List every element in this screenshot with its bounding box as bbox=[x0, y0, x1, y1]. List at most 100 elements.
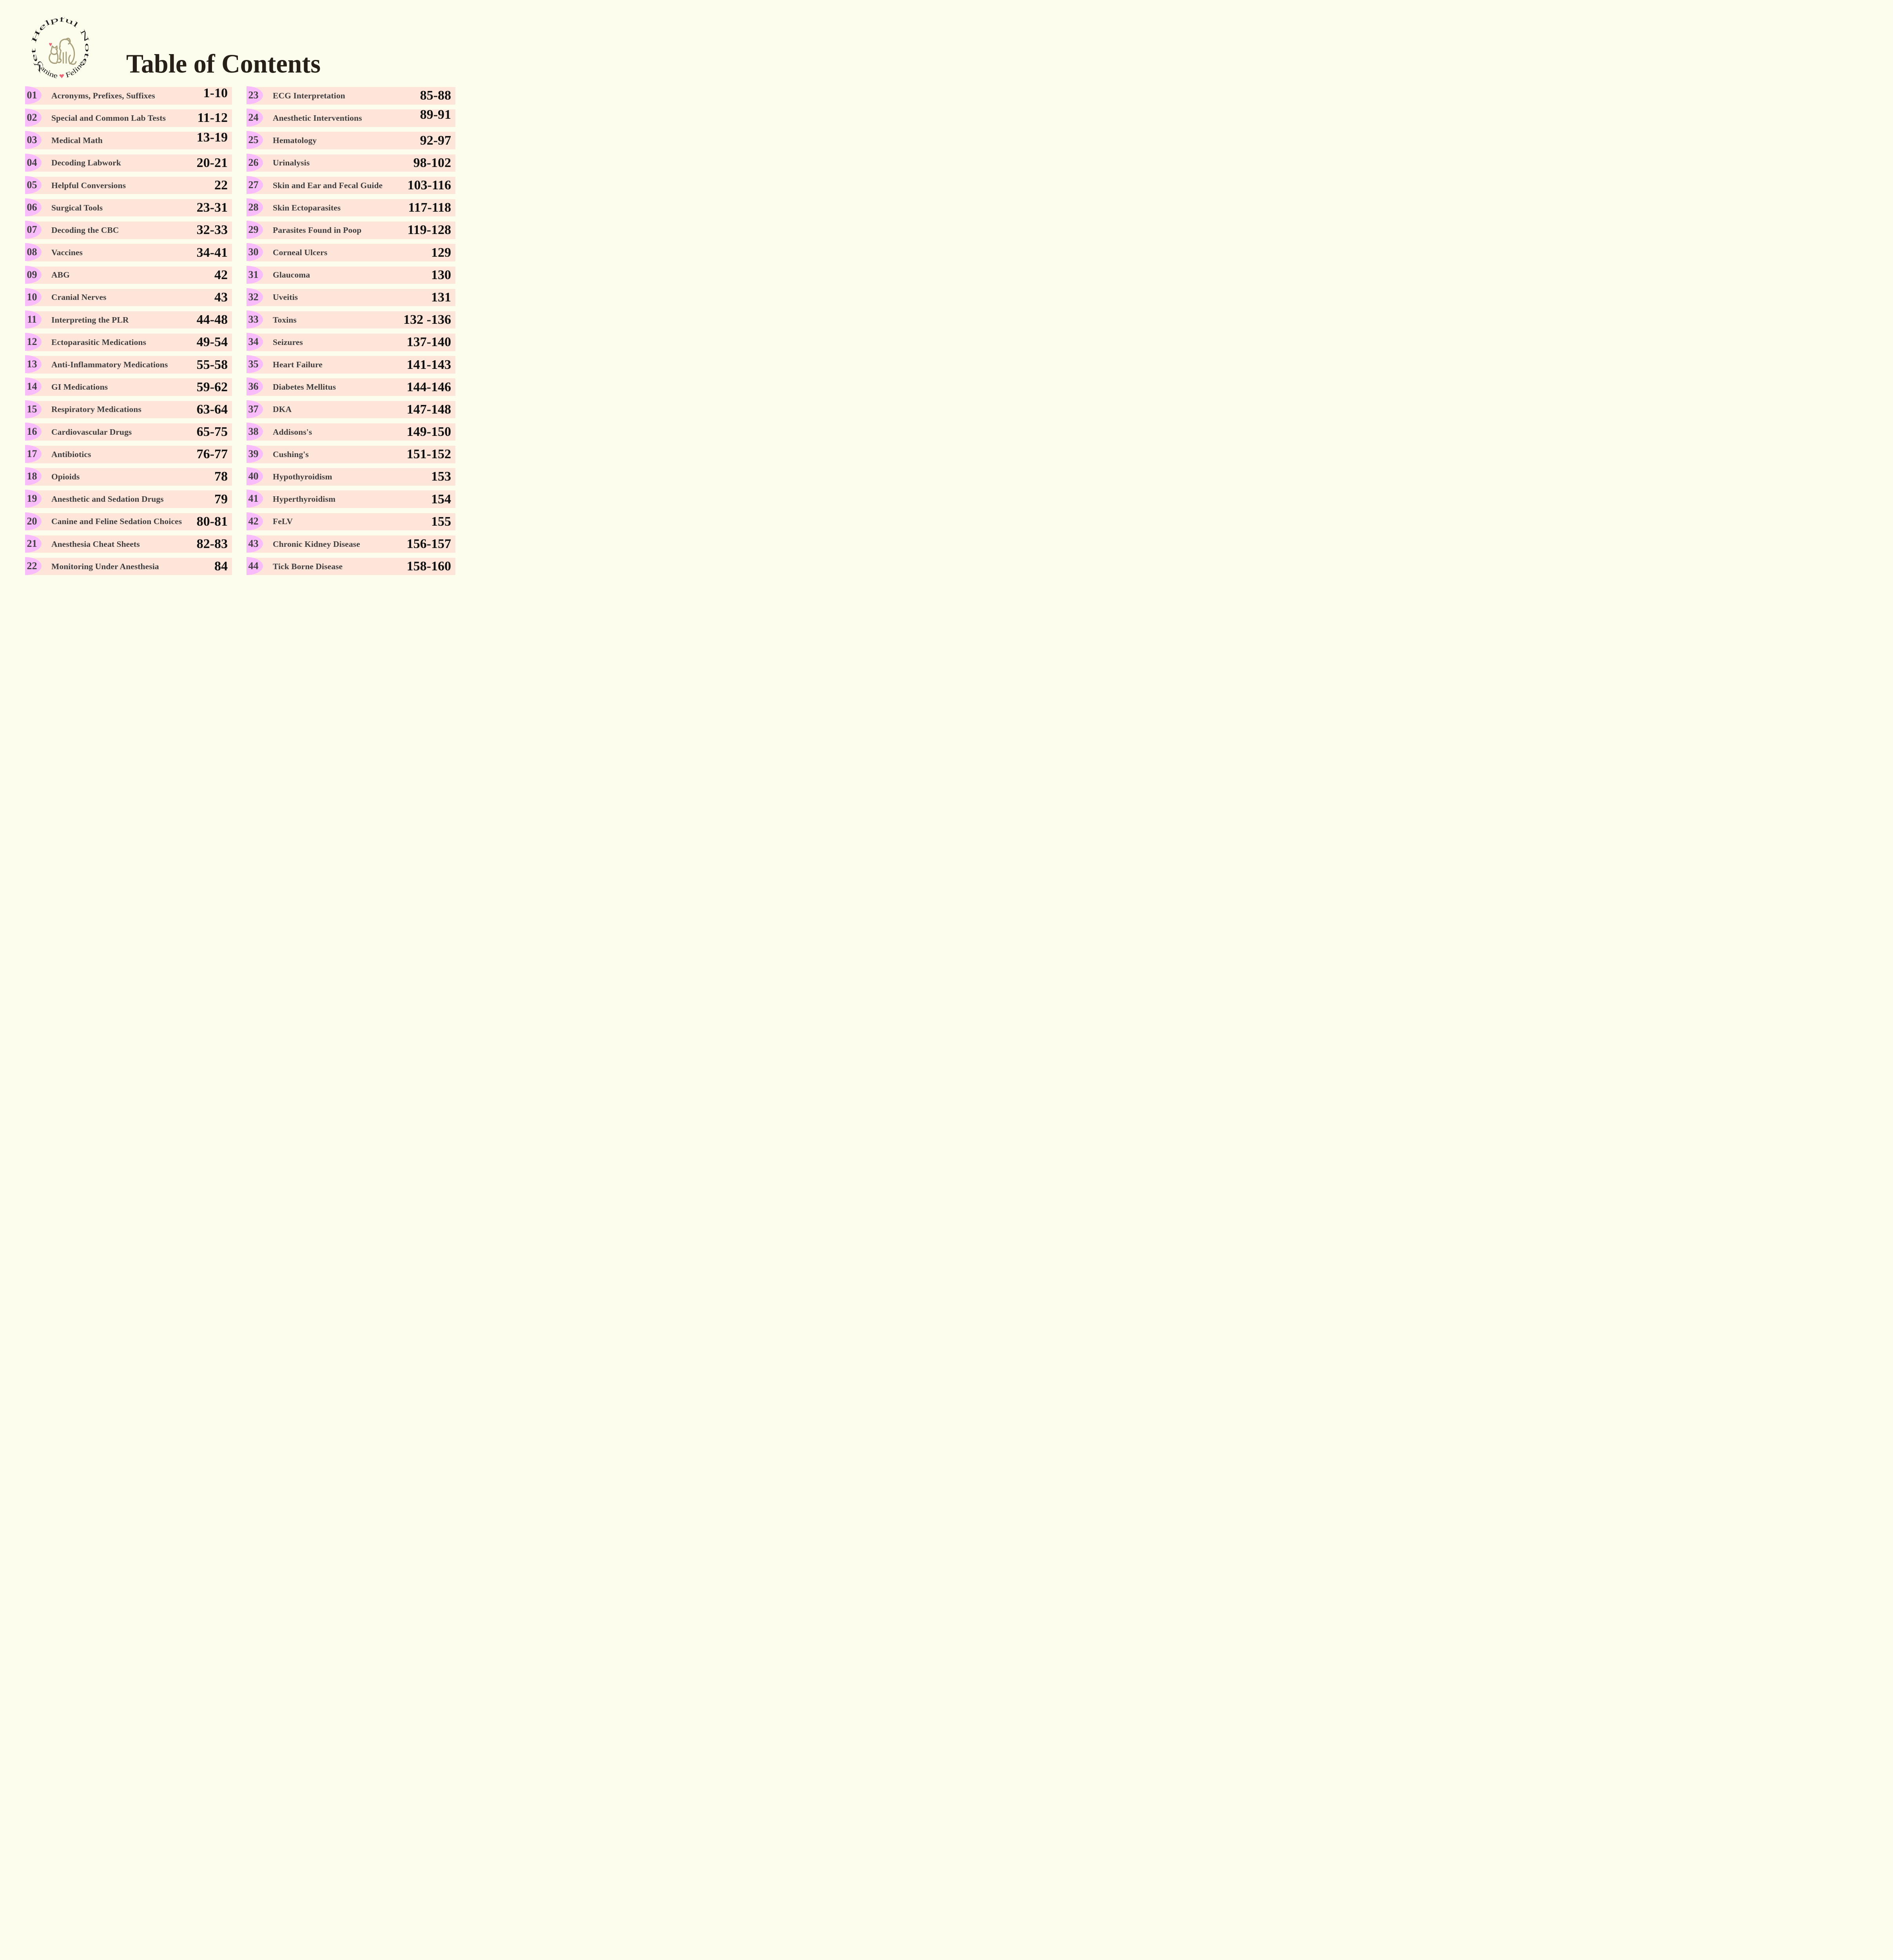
row-title: Acronyms, Prefixes, Suffixes bbox=[51, 91, 155, 100]
row-pages: 151-152 bbox=[406, 447, 451, 462]
row-title: Antibiotics bbox=[51, 449, 91, 459]
row-pages: 85-88 bbox=[420, 88, 451, 103]
row-title: Urinalysis bbox=[273, 158, 310, 168]
row-number: 21 bbox=[27, 537, 37, 549]
toc-row: 33 Toxins 132 -136 bbox=[247, 310, 455, 329]
row-pages: 79 bbox=[214, 492, 228, 506]
row-number: 34 bbox=[248, 336, 259, 348]
row-number-badge: 43 bbox=[247, 534, 263, 553]
row-pages: 13-19 bbox=[196, 130, 228, 145]
row-title: Skin Ectoparasites bbox=[273, 203, 341, 212]
row-title: Respiratory Medications bbox=[51, 405, 141, 414]
row-pages: 156-157 bbox=[406, 537, 451, 551]
row-number-badge: 31 bbox=[247, 265, 263, 284]
row-number: 01 bbox=[27, 89, 37, 101]
row-number: 20 bbox=[27, 515, 37, 527]
row-pages: 103-116 bbox=[407, 178, 451, 192]
row-pages: 22 bbox=[214, 178, 228, 192]
heart-icon: ♥ bbox=[49, 41, 52, 48]
row-title: Corneal Ulcers bbox=[273, 248, 328, 258]
toc-row: 17 Antibiotics 76-77 bbox=[25, 445, 232, 463]
row-pages: 34-41 bbox=[196, 245, 228, 260]
row-pages: 63-64 bbox=[196, 402, 228, 417]
row-pages: 43 bbox=[214, 290, 228, 305]
row-pages: 154 bbox=[431, 492, 451, 506]
toc-row: 38 Addisons's 149-150 bbox=[247, 422, 455, 441]
row-number-badge: 10 bbox=[25, 288, 42, 306]
row-number: 31 bbox=[248, 269, 259, 280]
row-number: 10 bbox=[27, 291, 37, 303]
toc-row: 35 Heart Failure 141-143 bbox=[247, 355, 455, 374]
toc-row: 42 FeLV 155 bbox=[247, 512, 455, 531]
row-number-badge: 21 bbox=[25, 534, 42, 553]
toc-row: 05 Helpful Conversions 22 bbox=[25, 176, 232, 194]
row-number: 30 bbox=[248, 246, 259, 258]
row-title: Medical Math bbox=[51, 136, 103, 145]
row-number: 39 bbox=[248, 448, 259, 459]
row-pages: 144-146 bbox=[406, 379, 451, 394]
row-number-badge: 11 bbox=[25, 310, 42, 328]
row-pages: 59-62 bbox=[196, 379, 228, 394]
row-number-badge: 13 bbox=[25, 355, 42, 374]
row-number-badge: 08 bbox=[25, 243, 42, 261]
vet-helpful-notes-logo: Vet Helpful Notes Canine♥Feline ♥ bbox=[31, 17, 89, 80]
row-number-badge: 19 bbox=[25, 490, 42, 508]
row-pages: 82-83 bbox=[196, 537, 228, 551]
row-title: ECG Interpretation bbox=[273, 91, 345, 100]
toc-row: 39 Cushing's 151-152 bbox=[247, 445, 455, 463]
toc-row: 14 GI Medications 59-62 bbox=[25, 377, 232, 396]
row-number-badge: 05 bbox=[25, 176, 42, 194]
row-pages: 158-160 bbox=[406, 559, 451, 574]
toc-row: 26 Urinalysis 98-102 bbox=[247, 153, 455, 172]
row-number-badge: 28 bbox=[247, 198, 263, 216]
row-pages: 153 bbox=[431, 469, 451, 484]
row-number-badge: 17 bbox=[25, 445, 42, 463]
row-pages: 155 bbox=[431, 514, 451, 529]
row-title: Toxins bbox=[273, 315, 297, 325]
row-pages: 65-75 bbox=[196, 425, 228, 439]
row-number-badge: 24 bbox=[247, 109, 263, 127]
dog-cat-line-art bbox=[49, 38, 77, 65]
row-pages: 131 bbox=[431, 290, 451, 305]
toc-row: 18 Opioids 78 bbox=[25, 467, 232, 486]
row-number: 33 bbox=[248, 313, 259, 325]
row-title: Vaccines bbox=[51, 248, 83, 258]
row-pages: 132 -136 bbox=[403, 312, 451, 327]
row-pages: 92-97 bbox=[420, 133, 451, 148]
row-number: 15 bbox=[27, 403, 37, 415]
toc-column-right: 23 ECG Interpretation 85-88 24 Anestheti… bbox=[247, 86, 455, 580]
row-number: 02 bbox=[27, 112, 37, 123]
toc-row: 13 Anti-Inflammatory Medications 55-58 bbox=[25, 355, 232, 374]
row-number: 06 bbox=[27, 201, 37, 213]
toc-row: 41 Hyperthyroidism 154 bbox=[247, 490, 455, 508]
heart-icon: ♥ bbox=[59, 72, 65, 80]
row-number: 09 bbox=[27, 269, 37, 280]
row-pages: 129 bbox=[431, 245, 451, 260]
row-number: 23 bbox=[248, 89, 259, 101]
row-number: 05 bbox=[27, 179, 37, 191]
row-pages: 49-54 bbox=[196, 335, 228, 350]
row-pages: 149-150 bbox=[406, 425, 451, 439]
toc-row: 15 Respiratory Medications 63-64 bbox=[25, 400, 232, 419]
row-number-badge: 18 bbox=[25, 467, 42, 486]
row-number: 11 bbox=[27, 313, 37, 325]
row-number: 18 bbox=[27, 470, 37, 482]
row-number-badge: 14 bbox=[25, 377, 42, 396]
row-pages: 55-58 bbox=[196, 357, 228, 372]
row-number-badge: 16 bbox=[25, 422, 42, 441]
row-pages: 137-140 bbox=[406, 335, 451, 350]
row-pages: 20-21 bbox=[196, 155, 228, 170]
row-title: Special and Common Lab Tests bbox=[51, 113, 166, 123]
row-title: ABG bbox=[51, 270, 70, 280]
row-number-badge: 15 bbox=[25, 400, 42, 418]
row-number-badge: 27 bbox=[247, 176, 263, 194]
row-number: 22 bbox=[27, 560, 37, 572]
page-title: Table of Contents bbox=[126, 48, 321, 78]
toc-row: 31 Glaucoma 130 bbox=[247, 265, 455, 284]
toc-row: 21 Anesthesia Cheat Sheets 82-83 bbox=[25, 534, 232, 553]
row-number: 36 bbox=[248, 381, 259, 392]
row-title: Hypothyroidism bbox=[273, 472, 332, 481]
row-number-badge: 03 bbox=[25, 131, 42, 149]
row-title: Cranial Nerves bbox=[51, 292, 107, 302]
toc-row: 37 DKA 147-148 bbox=[247, 400, 455, 419]
